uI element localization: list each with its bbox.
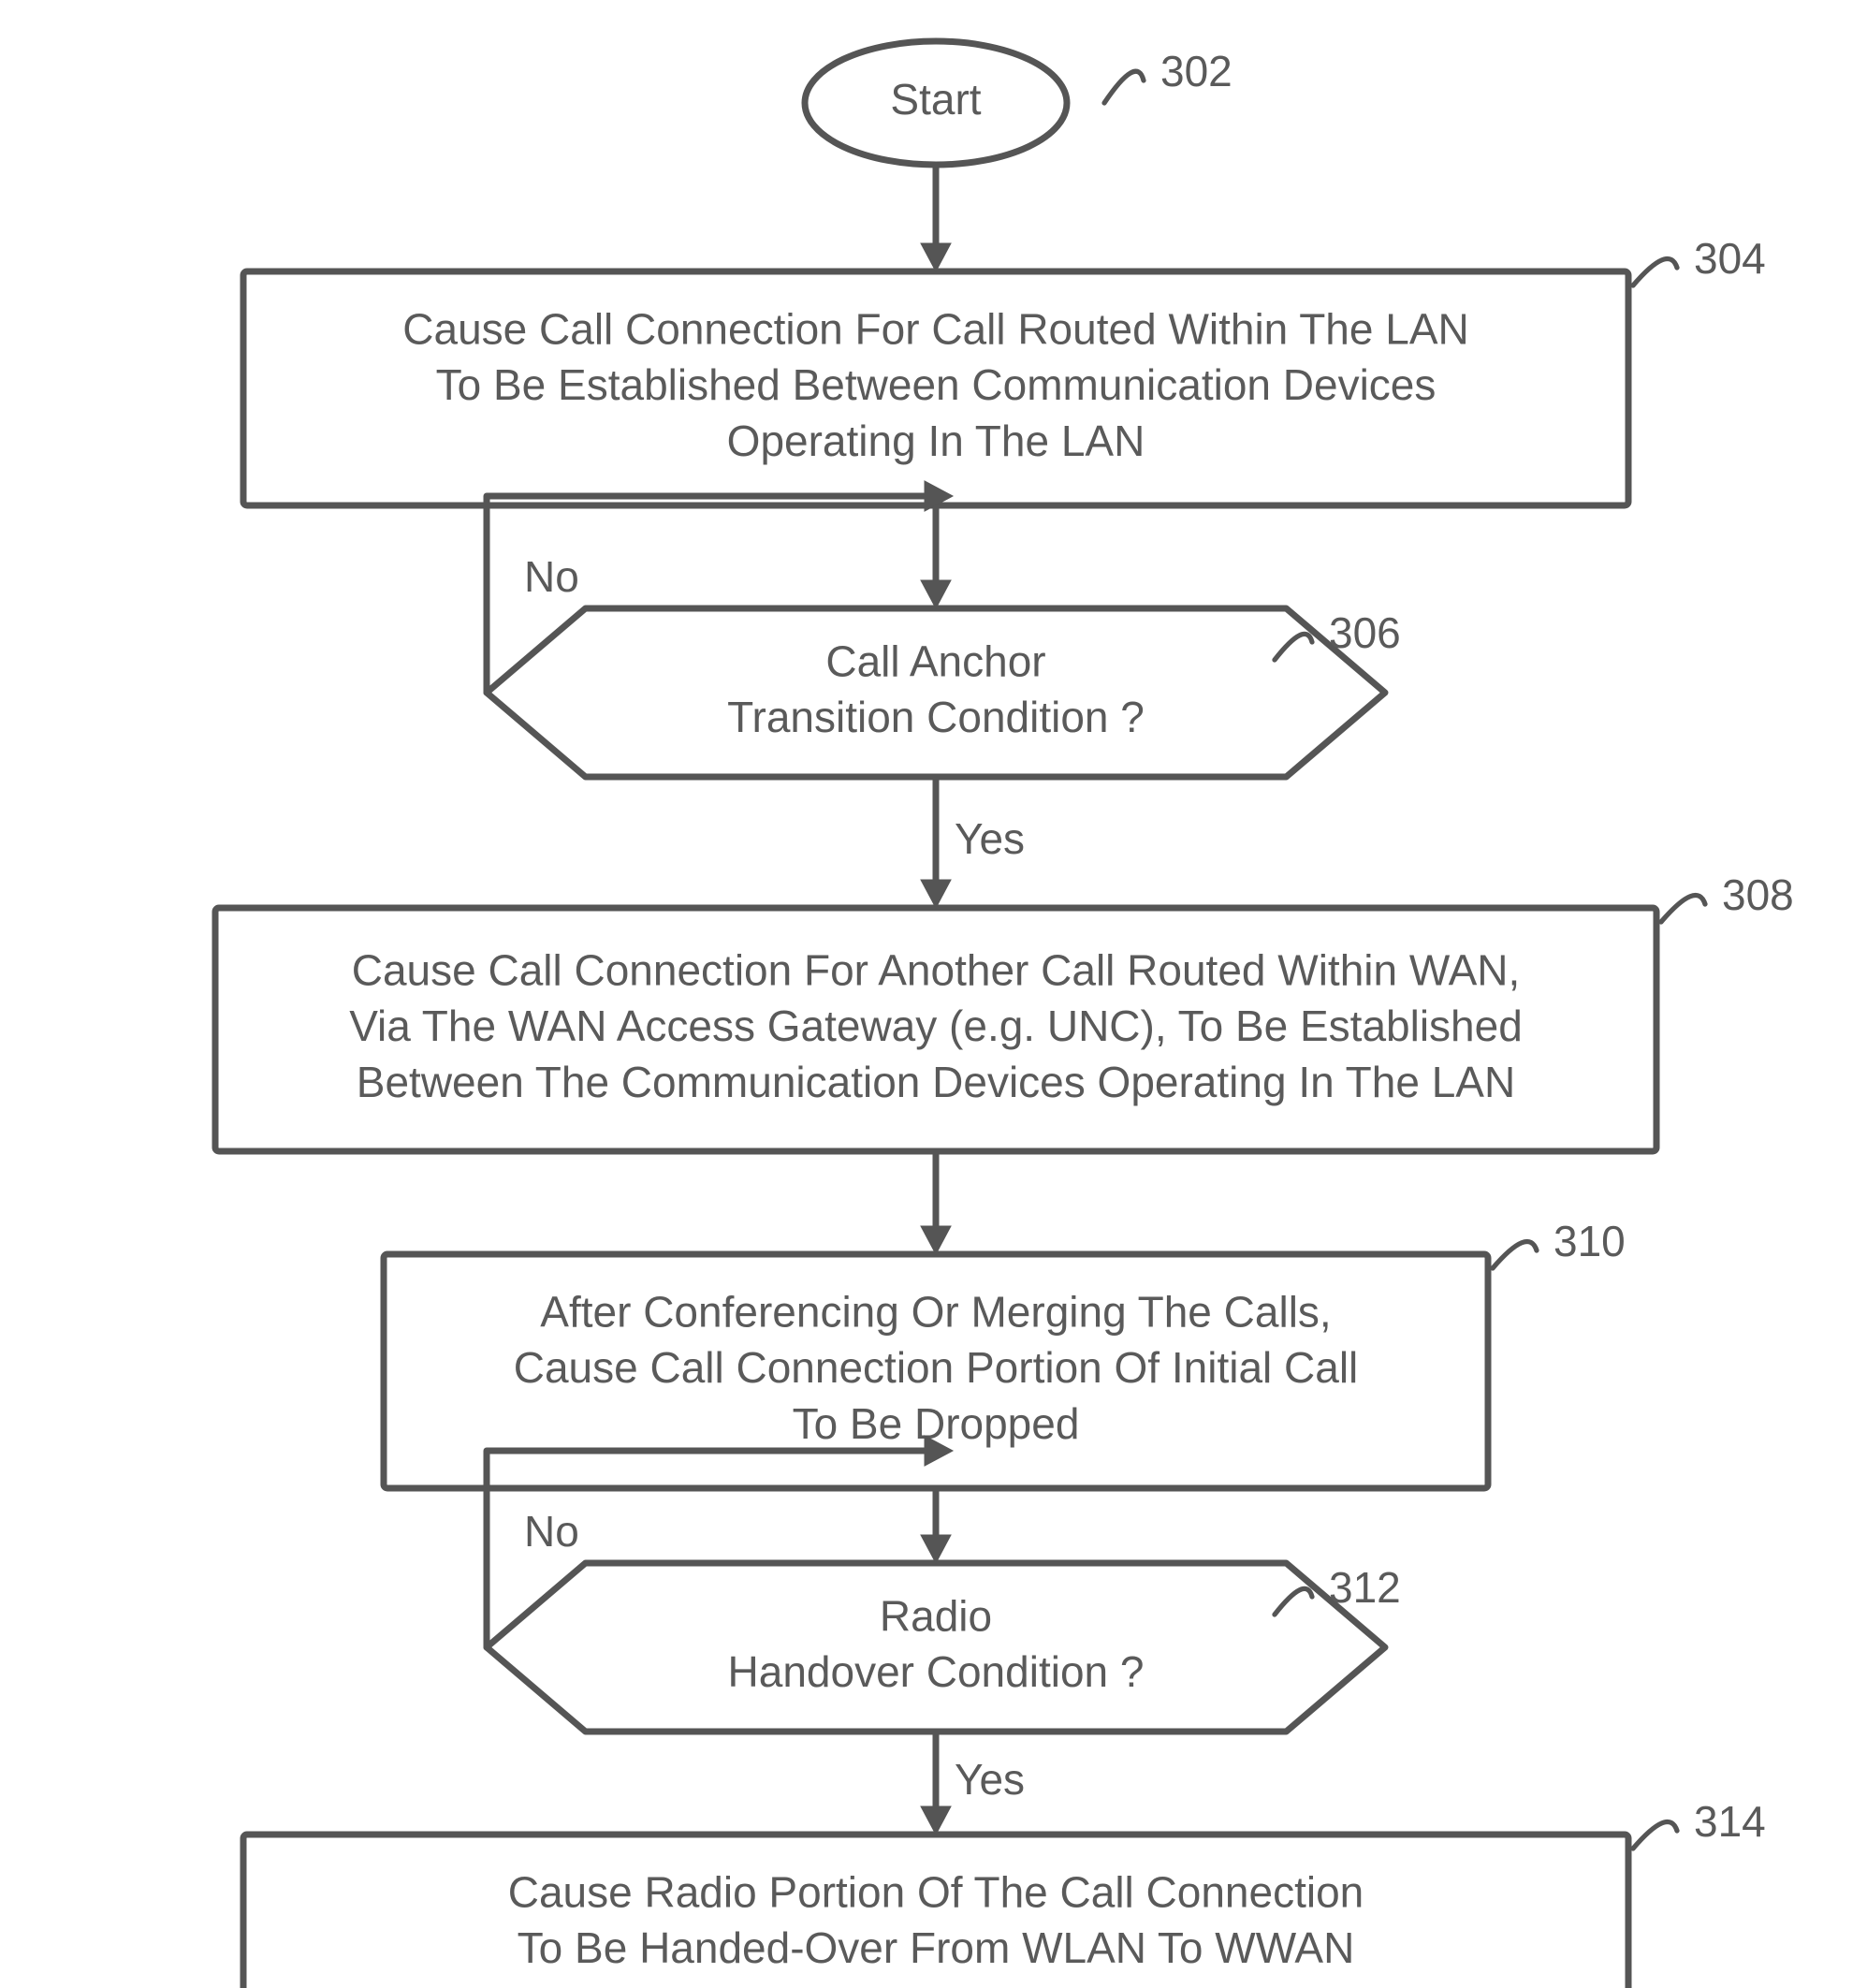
ref-label-306: 306 bbox=[1329, 608, 1401, 657]
arrowhead bbox=[921, 243, 951, 271]
ref-label-302: 302 bbox=[1160, 47, 1233, 95]
process-p310-line-1: Cause Call Connection Portion Of Initial… bbox=[514, 1343, 1359, 1392]
decision-d306-line-0: Call Anchor bbox=[825, 636, 1045, 685]
arrowhead bbox=[921, 1226, 951, 1254]
arrowhead bbox=[921, 1806, 951, 1835]
decision-d312-line-1: Handover Condition ? bbox=[728, 1647, 1145, 1696]
ref-tail-310 bbox=[1493, 1241, 1537, 1268]
process-p314-line-1: To Be Handed-Over From WLAN To WWAN bbox=[518, 1923, 1355, 1972]
ref-tail-314 bbox=[1633, 1821, 1677, 1849]
process-p308-line-0: Cause Call Connection For Another Call R… bbox=[352, 945, 1521, 994]
terminator-start-line-0: Start bbox=[890, 75, 981, 124]
process-p304-line-0: Cause Call Connection For Call Routed Wi… bbox=[402, 304, 1468, 353]
process-p308-line-1: Via The WAN Access Gateway (e.g. UNC), T… bbox=[349, 1001, 1523, 1050]
ref-label-310: 310 bbox=[1553, 1217, 1626, 1265]
ref-tail-304 bbox=[1633, 258, 1677, 285]
edge-label-no-d312: No bbox=[524, 1507, 579, 1556]
decision-d306-line-1: Transition Condition ? bbox=[727, 693, 1145, 741]
arrowhead bbox=[921, 580, 951, 608]
edge-label-yes-d306: Yes bbox=[955, 814, 1025, 863]
ref-label-308: 308 bbox=[1722, 870, 1794, 919]
ref-tail-308 bbox=[1661, 895, 1705, 922]
process-p308-line-2: Between The Communication Devices Operat… bbox=[357, 1058, 1515, 1106]
ref-tail-302 bbox=[1104, 71, 1144, 103]
edge-label-yes-d312: Yes bbox=[955, 1755, 1025, 1804]
process-p310-line-2: To Be Dropped bbox=[793, 1399, 1080, 1448]
ref-label-304: 304 bbox=[1694, 234, 1766, 283]
ref-label-314: 314 bbox=[1694, 1797, 1766, 1846]
decision-d312-line-0: Radio bbox=[880, 1591, 992, 1640]
arrowhead bbox=[921, 880, 951, 908]
process-p310-line-0: After Conferencing Or Merging The Calls, bbox=[540, 1287, 1331, 1336]
edge-label-no-d306: No bbox=[524, 552, 579, 601]
process-p314-line-0: Cause Radio Portion Of The Call Connecti… bbox=[508, 1867, 1364, 1916]
process-p304-line-2: Operating In The LAN bbox=[727, 417, 1145, 465]
ref-label-312: 312 bbox=[1329, 1563, 1401, 1612]
ref-tail-306 bbox=[1275, 634, 1312, 660]
process-p304-line-1: To Be Established Between Communication … bbox=[436, 360, 1437, 409]
arrowhead bbox=[921, 1535, 951, 1563]
ref-tail-312 bbox=[1275, 1588, 1312, 1615]
